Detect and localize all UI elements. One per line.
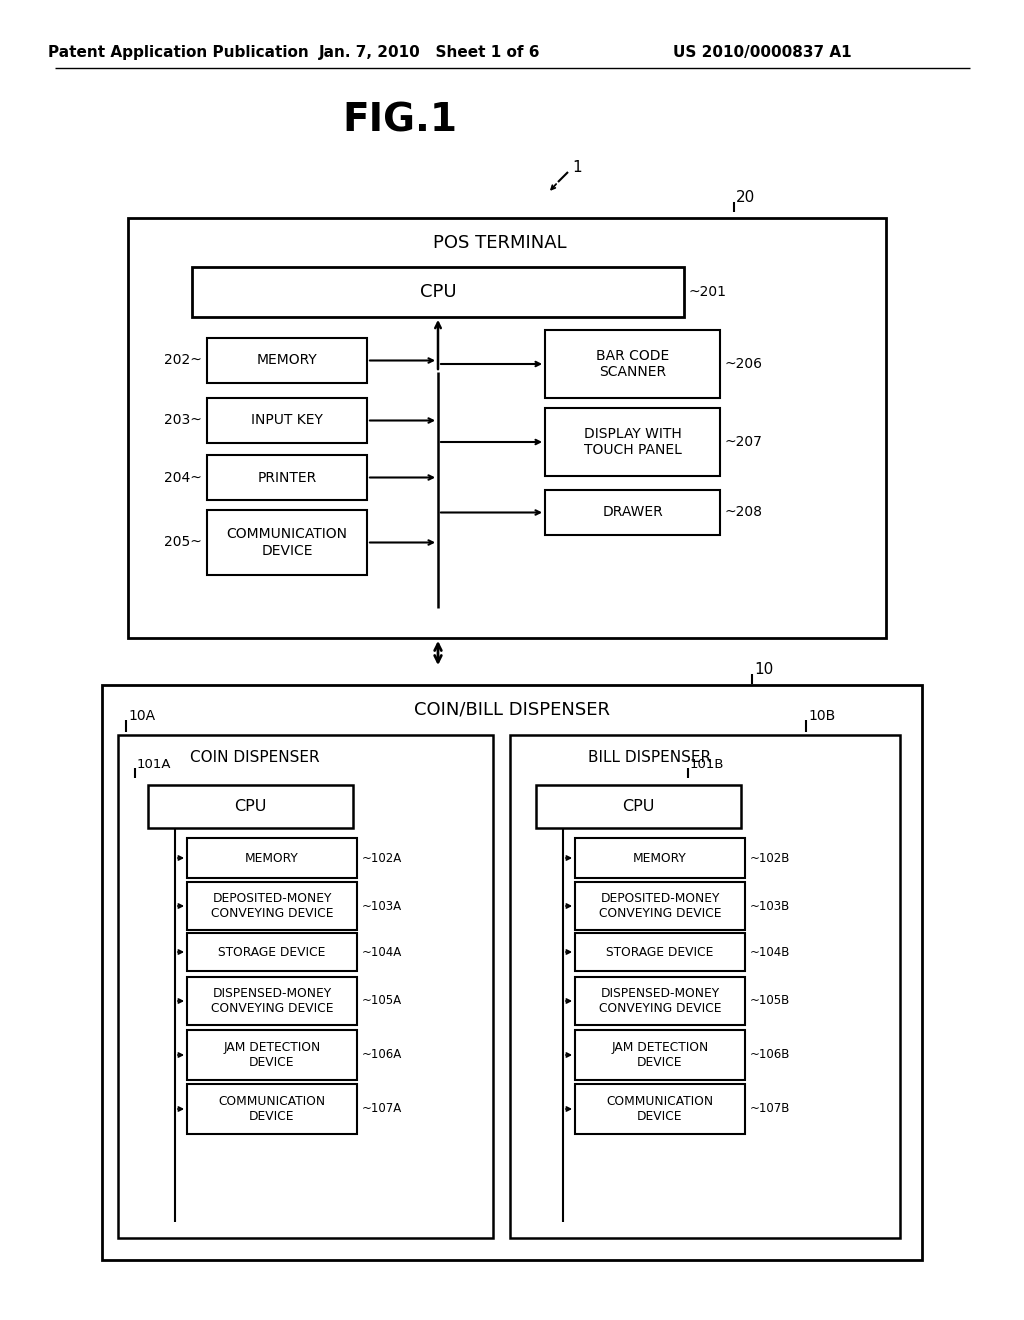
Text: MEMORY: MEMORY: [257, 354, 317, 367]
Bar: [128, 218, 886, 638]
Text: CPU: CPU: [623, 799, 654, 814]
Text: ~201: ~201: [689, 285, 727, 300]
Bar: [187, 882, 357, 931]
Text: ~105A: ~105A: [362, 994, 402, 1007]
Bar: [207, 338, 367, 383]
Text: ~104A: ~104A: [362, 945, 402, 958]
Text: DEPOSITED-MONEY
CONVEYING DEVICE: DEPOSITED-MONEY CONVEYING DEVICE: [211, 892, 333, 920]
Text: CPU: CPU: [234, 799, 266, 814]
Bar: [575, 1084, 745, 1134]
Bar: [510, 735, 900, 1238]
Text: ~103A: ~103A: [362, 899, 402, 912]
Text: PRINTER: PRINTER: [257, 470, 316, 484]
Bar: [207, 455, 367, 500]
Bar: [187, 933, 357, 972]
Bar: [193, 267, 684, 317]
Text: 101B: 101B: [690, 758, 725, 771]
Text: 203~: 203~: [164, 413, 202, 428]
Text: DISPENSED-MONEY
CONVEYING DEVICE: DISPENSED-MONEY CONVEYING DEVICE: [211, 987, 333, 1015]
Text: POS TERMINAL: POS TERMINAL: [433, 234, 567, 252]
Text: COMMUNICATION
DEVICE: COMMUNICATION DEVICE: [226, 528, 347, 557]
Text: CPU: CPU: [420, 282, 457, 301]
Bar: [545, 408, 720, 477]
Text: JAM DETECTION
DEVICE: JAM DETECTION DEVICE: [611, 1041, 709, 1069]
Bar: [207, 510, 367, 576]
Text: COIN/BILL DISPENSER: COIN/BILL DISPENSER: [414, 701, 610, 719]
Text: 1: 1: [572, 160, 582, 174]
Text: COIN DISPENSER: COIN DISPENSER: [190, 750, 319, 764]
Text: 10: 10: [754, 663, 773, 677]
Bar: [575, 838, 745, 878]
Text: Patent Application Publication: Patent Application Publication: [48, 45, 308, 59]
Text: 204~: 204~: [164, 470, 202, 484]
Text: STORAGE DEVICE: STORAGE DEVICE: [606, 945, 714, 958]
Text: ~102B: ~102B: [750, 851, 791, 865]
Bar: [102, 685, 922, 1261]
Text: ~206: ~206: [725, 356, 763, 371]
Text: DRAWER: DRAWER: [602, 506, 663, 520]
Text: FIG.1: FIG.1: [342, 102, 458, 139]
Text: US 2010/0000837 A1: US 2010/0000837 A1: [673, 45, 851, 59]
Bar: [118, 735, 493, 1238]
Text: Jan. 7, 2010   Sheet 1 of 6: Jan. 7, 2010 Sheet 1 of 6: [319, 45, 541, 59]
Bar: [536, 785, 741, 828]
Text: ~103B: ~103B: [750, 899, 791, 912]
Text: ~104B: ~104B: [750, 945, 791, 958]
Bar: [187, 977, 357, 1026]
Text: COMMUNICATION
DEVICE: COMMUNICATION DEVICE: [218, 1096, 326, 1123]
Bar: [148, 785, 353, 828]
Text: DISPLAY WITH
TOUCH PANEL: DISPLAY WITH TOUCH PANEL: [584, 426, 681, 457]
Text: 205~: 205~: [164, 536, 202, 549]
Bar: [575, 933, 745, 972]
Text: 10B: 10B: [808, 709, 836, 723]
Text: BILL DISPENSER: BILL DISPENSER: [589, 750, 712, 764]
Text: STORAGE DEVICE: STORAGE DEVICE: [218, 945, 326, 958]
Text: ~106B: ~106B: [750, 1048, 791, 1061]
Bar: [575, 1030, 745, 1080]
Text: DISPENSED-MONEY
CONVEYING DEVICE: DISPENSED-MONEY CONVEYING DEVICE: [599, 987, 721, 1015]
Text: 20: 20: [736, 190, 756, 206]
Text: ~107B: ~107B: [750, 1102, 791, 1115]
Text: MEMORY: MEMORY: [245, 851, 299, 865]
Bar: [187, 838, 357, 878]
Bar: [187, 1084, 357, 1134]
Text: INPUT KEY: INPUT KEY: [251, 413, 323, 428]
Text: ~105B: ~105B: [750, 994, 791, 1007]
Text: ~107A: ~107A: [362, 1102, 402, 1115]
Text: JAM DETECTION
DEVICE: JAM DETECTION DEVICE: [223, 1041, 321, 1069]
Text: DEPOSITED-MONEY
CONVEYING DEVICE: DEPOSITED-MONEY CONVEYING DEVICE: [599, 892, 721, 920]
Text: ~207: ~207: [725, 436, 763, 449]
Text: ~106A: ~106A: [362, 1048, 402, 1061]
Bar: [187, 1030, 357, 1080]
Bar: [575, 977, 745, 1026]
Text: ~102A: ~102A: [362, 851, 402, 865]
Text: MEMORY: MEMORY: [633, 851, 687, 865]
Text: 202~: 202~: [164, 354, 202, 367]
Bar: [207, 399, 367, 444]
Bar: [575, 882, 745, 931]
Text: COMMUNICATION
DEVICE: COMMUNICATION DEVICE: [606, 1096, 714, 1123]
Text: BAR CODE
SCANNER: BAR CODE SCANNER: [596, 348, 669, 379]
Text: ~208: ~208: [725, 506, 763, 520]
Bar: [545, 330, 720, 399]
Bar: [545, 490, 720, 535]
Text: 10A: 10A: [128, 709, 155, 723]
Text: 101A: 101A: [137, 758, 171, 771]
